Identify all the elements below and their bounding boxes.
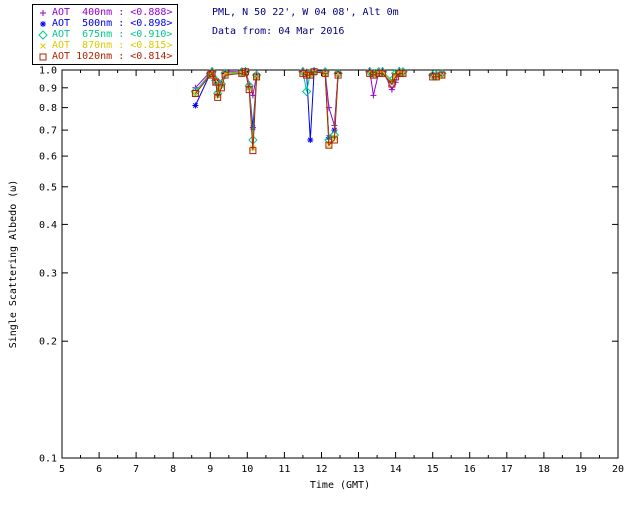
svg-text:14: 14 xyxy=(390,464,402,475)
svg-text:0.8: 0.8 xyxy=(39,103,57,114)
svg-text:0.2: 0.2 xyxy=(39,337,57,348)
plot-header: PML, N 50 22', W 04 08', Alt 0m Data fro… xyxy=(212,7,399,38)
svg-text:17: 17 xyxy=(501,464,513,475)
svg-text:1.0: 1.0 xyxy=(39,66,57,77)
svg-text:Time (GMT): Time (GMT) xyxy=(310,480,370,491)
svg-text:5: 5 xyxy=(59,464,65,475)
legend-marker-icon xyxy=(39,53,47,60)
svg-text:6: 6 xyxy=(96,464,102,475)
svg-text:13: 13 xyxy=(352,464,364,475)
legend-row: AOT 500nm : <0.898> xyxy=(36,18,172,29)
svg-text:15: 15 xyxy=(427,464,439,475)
svg-text:18: 18 xyxy=(538,464,550,475)
svg-text:20: 20 xyxy=(612,464,624,475)
svg-text:Single Scattering Albedo (ω): Single Scattering Albedo (ω) xyxy=(8,180,19,349)
svg-text:7: 7 xyxy=(133,464,139,475)
legend-row: AOT 675nm : <0.910> xyxy=(36,29,172,40)
svg-text:16: 16 xyxy=(464,464,476,475)
legend-marker-icon xyxy=(40,9,46,16)
svg-text:8: 8 xyxy=(170,464,176,475)
svg-text:19: 19 xyxy=(575,464,587,475)
svg-text:0.3: 0.3 xyxy=(39,268,57,279)
svg-text:10: 10 xyxy=(241,464,253,475)
svg-text:0.7: 0.7 xyxy=(39,126,57,137)
legend-marker-icon xyxy=(38,29,48,40)
svg-text:9: 9 xyxy=(207,464,213,475)
svg-text:0.4: 0.4 xyxy=(39,220,57,231)
legend-row: AOT 870nm : <0.815> xyxy=(36,40,172,51)
svg-text:0.6: 0.6 xyxy=(39,152,57,163)
legend-marker-icon xyxy=(40,42,46,49)
legend-rows: AOT 400nm : <0.888> AOT 500nm : <0.898> AO… xyxy=(36,7,172,62)
legend-label: AOT 500nm : <0.898> xyxy=(52,18,173,29)
legend-label: AOT 1020nm : <0.814> xyxy=(52,51,173,62)
legend-row: AOT 1020nm : <0.814> xyxy=(36,51,172,62)
svg-text:11: 11 xyxy=(278,464,290,475)
legend-label: AOT 870nm : <0.815> xyxy=(52,40,173,51)
legend-label: AOT 400nm : <0.888> xyxy=(52,7,173,18)
station-info: PML, N 50 22', W 04 08', Alt 0m xyxy=(212,7,399,18)
svg-text:0.1: 0.1 xyxy=(39,454,57,465)
legend-marker-icon xyxy=(40,20,46,27)
legend-label: AOT 675nm : <0.910> xyxy=(52,29,173,40)
svg-text:0.5: 0.5 xyxy=(39,182,57,193)
legend: AOT 400nm : <0.888> AOT 500nm : <0.898> AO… xyxy=(32,4,179,65)
legend-row: AOT 400nm : <0.888> xyxy=(36,7,172,18)
svg-text:0.9: 0.9 xyxy=(39,83,57,94)
date-info: Data from: 04 Mar 2016 xyxy=(212,26,345,37)
svg-text:12: 12 xyxy=(315,464,327,475)
